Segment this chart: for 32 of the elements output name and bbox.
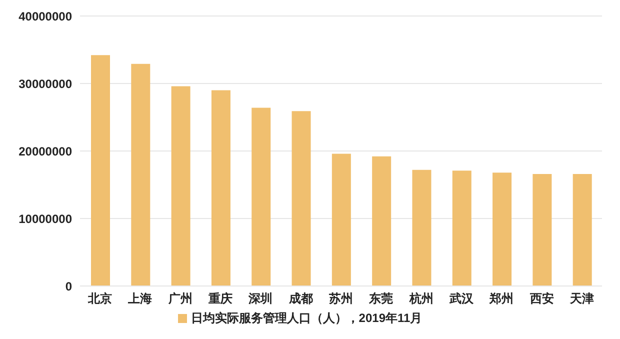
bar [572,174,592,286]
y-tick-label: 10000000 [18,212,72,226]
bar [332,154,351,286]
bar [211,90,230,286]
x-tick-label: 重庆 [208,292,233,306]
bar [252,108,271,286]
y-tick-label: 20000000 [18,144,72,158]
y-tick-label: 30000000 [18,76,72,91]
x-tick-label: 成都 [288,292,313,306]
x-tick-label: 深圳 [248,292,273,306]
bar [452,170,472,286]
x-tick-label: 广州 [167,292,192,306]
legend-label: 日均实际服务管理人口（人），2019年11月 [190,311,422,325]
x-tick-label: 北京 [87,292,112,306]
x-tick-label: 杭州 [408,292,434,306]
bar [91,55,110,286]
bar [532,174,552,286]
bar [372,156,392,286]
x-tick-label: 武汉 [448,292,474,306]
x-tick-label: 苏州 [328,292,353,306]
bar [171,86,190,286]
x-tick-label: 东莞 [368,292,394,306]
x-tick-label: 天津 [568,292,594,306]
y-tick-label: 40000000 [18,9,72,24]
x-tick-label: 郑州 [488,292,514,306]
y-tick-label: 0 [65,279,72,294]
x-tick-label: 上海 [127,292,152,306]
bar [131,64,150,286]
x-tick-label: 西安 [528,292,554,306]
bar [492,172,512,286]
bar [292,111,311,286]
bar [412,170,432,286]
